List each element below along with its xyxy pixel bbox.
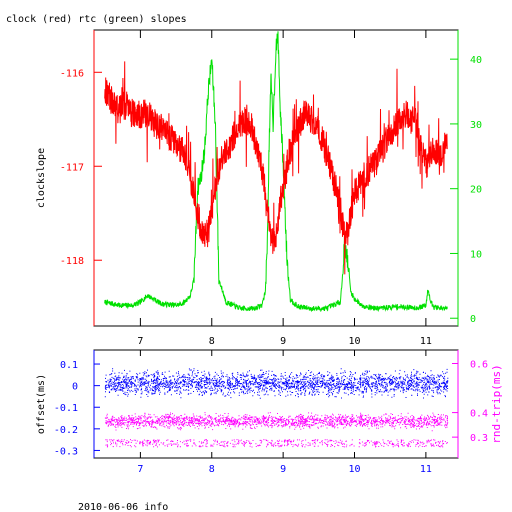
top-panel-ticks: 7 8 9 10 11 -116 -117 -118 0 10 20 30 40 [60,30,482,347]
bottom-panel-ticks: 7 8 9 10 11 0.1 0 -0.1 -0.2 -0.3 0.6 0.4 0.3 [54,350,488,475]
top-right-y-tick-label: 20 [470,185,482,196]
top-right-y-tick-label: 10 [470,249,482,260]
top-x-tick-label: 10 [348,336,360,347]
top-right-y-tick-label: 0 [470,314,476,325]
bottom-right-y-tick-label: 0.4 [470,409,488,420]
clock-series-line [104,61,448,275]
bottom-x-tick-label: 10 [348,464,360,475]
offset-scatter-points [104,368,449,399]
roundtrip-scatter-points [104,412,449,448]
bottom-x-tick-label: 9 [280,464,286,475]
bottom-x-tick-label: 8 [209,464,215,475]
bottom-x-tick-label: 7 [137,464,143,475]
bottom-x-tick-label: 11 [420,464,432,475]
top-panel-series [104,31,448,313]
top-right-y-tick-label: 30 [470,120,482,131]
top-panel-frame [93,29,459,327]
top-x-tick-label: 9 [280,336,286,347]
bottom-left-y-tick-label: -0.1 [54,403,78,414]
top-left-y-tick-label: -118 [60,256,84,267]
top-y-axis-label: clockslope [36,148,47,208]
bottom-panel-series [104,368,449,448]
top-x-tick-label: 11 [420,336,432,347]
bottom-left-y-tick-label: -0.2 [54,425,78,436]
bottom-y-axis-label: offset(ms) [36,374,47,434]
bottom-panel-frame [93,349,459,459]
top-x-tick-label: 7 [137,336,143,347]
bottom-y2-axis-label: rnd-trip(ms) [490,364,503,443]
bottom-left-y-tick-label: 0.1 [60,360,78,371]
top-left-y-tick-label: -116 [60,68,84,79]
chart-title: clock (red) rtc (green) slopes [6,14,187,25]
bottom-right-y-tick-label: 0.3 [470,433,488,444]
footer-date: 2010-06-06 info [78,502,168,512]
bottom-right-y-tick-label: 0.6 [470,360,488,371]
rtc-series-line [104,31,448,313]
bottom-left-y-tick-label: -0.3 [54,446,78,457]
top-x-tick-label: 8 [209,336,215,347]
top-right-y-tick-label: 40 [470,55,482,66]
bottom-left-y-tick-label: 0 [72,382,78,393]
top-left-y-tick-label: -117 [60,162,84,173]
